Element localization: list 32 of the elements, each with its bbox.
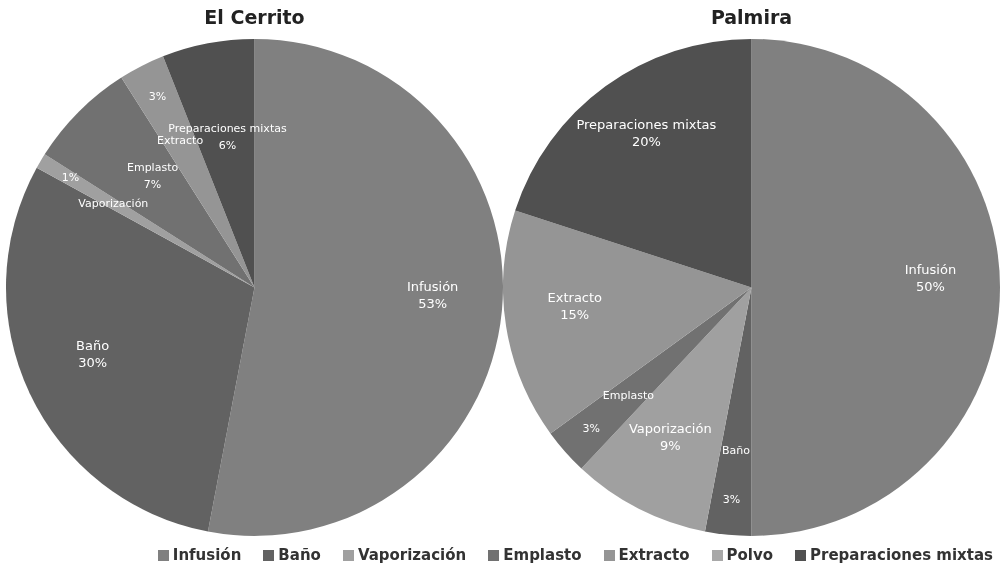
chart-title: Palmira — [710, 6, 793, 29]
slice-label: Emplasto — [602, 388, 655, 402]
legend-label: Preparaciones mixtas — [810, 546, 993, 564]
slice-label: Infusión — [904, 261, 957, 277]
legend-label: Polvo — [726, 546, 774, 564]
legend-label: Emplasto — [503, 546, 582, 564]
legend-label: Infusión — [172, 546, 242, 564]
slice-label: Baño — [76, 337, 110, 353]
data-label: 53% — [418, 295, 448, 311]
legend-label: Vaporización — [357, 546, 467, 564]
slice-label: Infusión — [406, 278, 459, 294]
chart-title: El Cerrito — [204, 6, 305, 29]
slice-label: Preparaciones mixtas — [168, 121, 287, 135]
data-label: 9% — [659, 438, 681, 454]
slice-label: Baño — [722, 443, 751, 457]
data-label: 6% — [218, 138, 237, 152]
slice-label: Vaporización — [628, 421, 712, 437]
slice-label: Extracto — [547, 289, 603, 305]
slice-label: Vaporización — [78, 196, 149, 210]
data-label: 20% — [631, 134, 661, 150]
data-label: 15% — [560, 306, 590, 322]
data-label: 7% — [143, 178, 162, 192]
data-label: 1% — [61, 171, 80, 185]
data-label: 3% — [148, 89, 167, 103]
legend-label: Extracto — [618, 546, 690, 564]
data-label: 3% — [722, 493, 741, 507]
slice-label: Preparaciones mixtas — [576, 117, 717, 133]
data-label: 30% — [78, 354, 108, 370]
data-label: 50% — [915, 278, 945, 294]
data-label: 3% — [582, 421, 600, 435]
slice-label: Emplasto — [126, 161, 179, 175]
legend-label: Baño — [278, 546, 321, 564]
